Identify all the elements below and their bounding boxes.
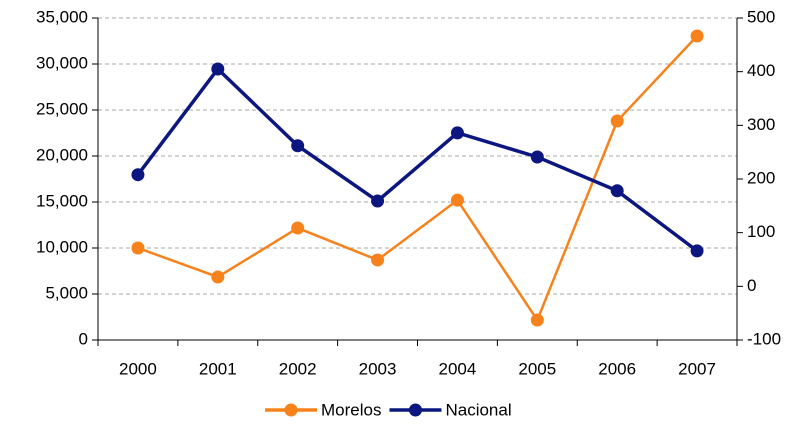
y-tick-label: 25,000 xyxy=(36,99,88,118)
data-point xyxy=(211,270,225,284)
y-tick-label: 5,000 xyxy=(45,283,88,302)
legend-label: Morelos xyxy=(321,400,381,419)
data-point xyxy=(610,114,624,128)
data-point xyxy=(530,313,544,327)
legend-marker xyxy=(284,403,298,417)
y2-tick-label: -100 xyxy=(747,329,781,348)
y-tick-label: 0 xyxy=(79,329,88,348)
series-line xyxy=(137,35,698,323)
data-point xyxy=(610,184,624,198)
y2-tick-label: 200 xyxy=(747,168,775,187)
x-tick-label: 2006 xyxy=(598,359,636,378)
x-tick-label: 2003 xyxy=(359,359,397,378)
data-point xyxy=(690,29,704,43)
data-point xyxy=(371,194,385,208)
data-point xyxy=(291,221,305,235)
legend-label: Nacional xyxy=(445,400,511,419)
y-tick-label: 35,000 xyxy=(36,7,88,26)
x-tick-label: 2000 xyxy=(119,359,157,378)
x-tick-label: 2005 xyxy=(518,359,556,378)
data-point xyxy=(131,168,145,182)
y-tick-label: 10,000 xyxy=(36,237,88,256)
data-point xyxy=(131,241,145,255)
data-point xyxy=(371,253,385,267)
data-point xyxy=(291,139,305,153)
x-tick-label: 2004 xyxy=(439,359,477,378)
y2-tick-label: 500 xyxy=(747,7,775,26)
x-tick-label: 2007 xyxy=(678,359,716,378)
y-tick-label: 20,000 xyxy=(36,145,88,164)
y2-tick-label: 0 xyxy=(747,276,756,295)
y-tick-label: 15,000 xyxy=(36,191,88,210)
data-point xyxy=(450,193,464,207)
y2-tick-label: 300 xyxy=(747,115,775,134)
x-tick-label: 2002 xyxy=(279,359,317,378)
data-point xyxy=(450,126,464,140)
data-point xyxy=(530,150,544,164)
data-point xyxy=(690,244,704,258)
x-tick-label: 2001 xyxy=(199,359,237,378)
y2-tick-label: 100 xyxy=(747,222,775,241)
y-tick-label: 30,000 xyxy=(36,53,88,72)
y2-tick-label: 400 xyxy=(747,61,775,80)
data-point xyxy=(211,62,225,76)
series-line xyxy=(136,66,699,253)
legend-marker xyxy=(408,403,422,417)
